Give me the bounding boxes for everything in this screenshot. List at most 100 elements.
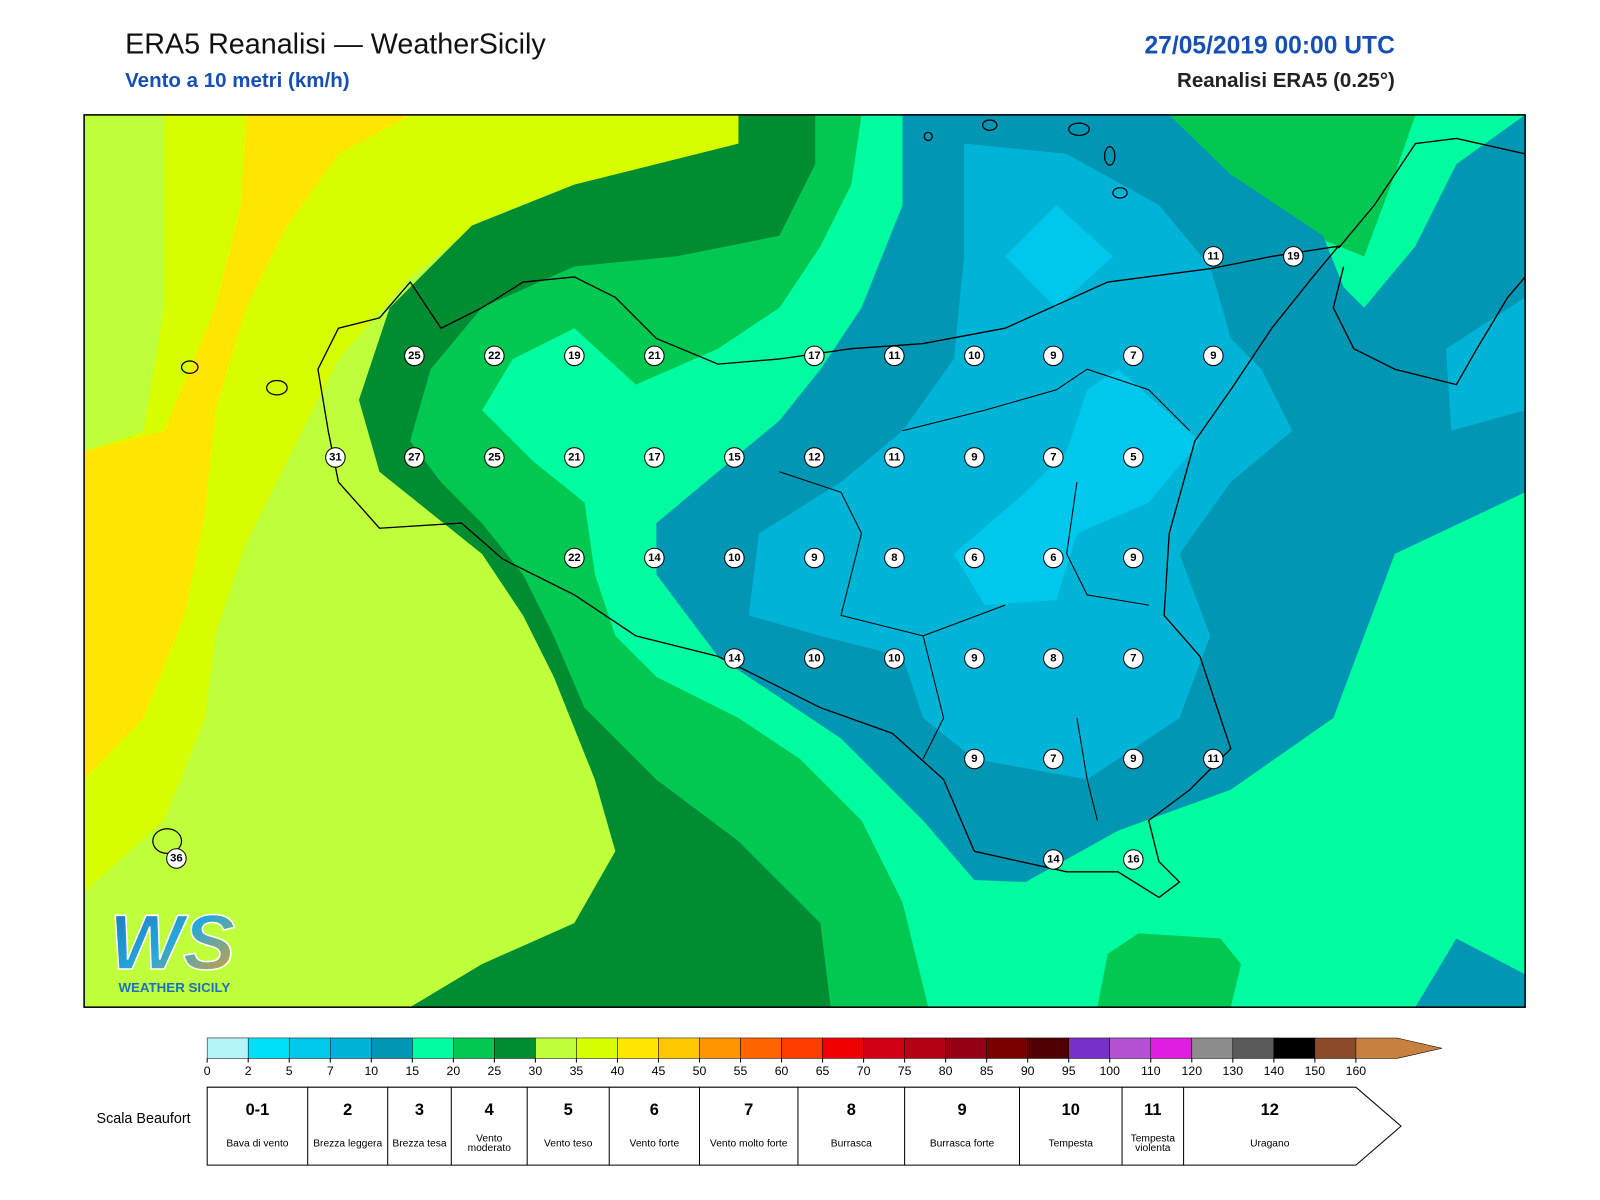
beaufort-label: Burrasca <box>830 1137 872 1150</box>
beaufort-label: Bava di vento <box>226 1137 289 1150</box>
station-value: 17 <box>648 451 661 463</box>
coast-calabria <box>1337 137 1526 249</box>
colorbar-label: 5 <box>286 1064 293 1078</box>
beaufort-label-box: Vento teso <box>544 1138 592 1148</box>
station-value: 9 <box>1130 552 1136 564</box>
colorbar-box <box>371 1037 413 1059</box>
station-value: 17 <box>808 350 821 362</box>
station-marker <box>884 648 905 669</box>
logo-name: WEATHER SICILY <box>118 980 230 995</box>
zone-10-15 <box>1415 938 1526 1008</box>
beaufort-label: Vento forte <box>629 1137 680 1150</box>
station-value: 21 <box>568 451 581 463</box>
station-marker <box>1043 345 1064 367</box>
station-value: 9 <box>1050 350 1056 362</box>
title: ERA5 Reanalisi — WeatherSicily <box>125 28 546 60</box>
beaufort-label-box: Vento moderato <box>468 1134 511 1153</box>
colorbar-box <box>1232 1037 1275 1059</box>
station-marker <box>804 447 825 468</box>
station-marker <box>1043 849 1064 870</box>
beaufort-label-box: Burrasca forte <box>930 1138 994 1148</box>
station-marker <box>964 748 985 770</box>
beaufort-title: Scala Beaufort <box>97 1111 191 1127</box>
station-marker <box>1123 447 1144 468</box>
source: Reanalisi ERA5 (0.25°) <box>1177 69 1395 92</box>
station-value: 6 <box>1050 552 1056 564</box>
station-value: 11 <box>888 350 900 362</box>
station-value: 8 <box>1050 652 1056 664</box>
colorbar-label: 40 <box>611 1064 625 1078</box>
province-borders <box>779 368 1191 821</box>
beaufort-label: Tempesta <box>1048 1137 1093 1150</box>
colorbar-box <box>904 1037 946 1059</box>
station-value: 11 <box>1207 250 1219 262</box>
station-marker <box>1123 748 1144 770</box>
colorbar-label: 50 <box>693 1064 707 1078</box>
station-marker <box>564 345 585 367</box>
station-value: 14 <box>648 552 661 564</box>
colorbar-box <box>945 1037 987 1059</box>
logo-mark: WS <box>110 898 236 986</box>
station-value: 7 <box>1130 652 1136 664</box>
colorbar-label: 2 <box>245 1064 252 1078</box>
zone-40-45 <box>84 114 411 780</box>
station-value: 10 <box>888 652 901 664</box>
station-marker <box>644 345 665 367</box>
island <box>266 379 288 396</box>
colorbar-label: 95 <box>1062 1064 1076 1078</box>
colorbar-label: 60 <box>775 1064 789 1078</box>
station-marker <box>325 447 346 468</box>
colorbar-box <box>453 1037 495 1059</box>
station-value: 9 <box>811 552 817 564</box>
station-marker <box>1123 648 1144 669</box>
station-marker <box>724 648 745 669</box>
station-value: 9 <box>971 753 977 765</box>
colorbar-label: 35 <box>570 1064 584 1078</box>
date: 27/05/2019 00:00 UTC <box>1144 32 1395 59</box>
station-marker <box>804 345 825 367</box>
station-marker <box>884 345 905 367</box>
station-value: 12 <box>808 451 821 463</box>
coast-sicily <box>317 245 1341 899</box>
station-value: 9 <box>971 652 977 664</box>
station-marker <box>724 547 745 569</box>
colorbar-box <box>1150 1037 1193 1059</box>
station-value: 16 <box>1127 853 1140 865</box>
colorbar-label: 30 <box>529 1064 543 1078</box>
station-marker <box>166 848 187 869</box>
colorbar-box <box>247 1037 290 1059</box>
colorbar-box <box>699 1037 741 1059</box>
station-marker <box>1043 648 1064 669</box>
station-marker <box>564 447 585 468</box>
station-value: 8 <box>891 552 897 564</box>
beaufort-label-box: Brezza tesa <box>392 1138 446 1148</box>
zone-5-7 <box>1005 205 1113 308</box>
colorbar-label: 80 <box>939 1064 953 1078</box>
station-value: 9 <box>971 451 977 463</box>
station-marker <box>964 345 985 367</box>
map-frame <box>83 114 1526 1008</box>
colorbar-label: 110 <box>1141 1064 1161 1078</box>
station-marker <box>1203 345 1224 367</box>
colorbar-label: 45 <box>652 1064 666 1078</box>
station-marker <box>804 648 825 669</box>
colorbar-label: 70 <box>857 1064 871 1078</box>
station-value: 10 <box>808 652 821 664</box>
beaufort-label-box: Brezza leggera <box>313 1138 382 1148</box>
colorbar-box <box>288 1037 331 1059</box>
station-marker <box>1043 447 1064 468</box>
station-value: 9 <box>1130 753 1136 765</box>
station-value: 15 <box>728 451 741 463</box>
colorbar-box <box>412 1037 454 1059</box>
station-marker <box>1203 246 1224 267</box>
beaufort-force: 2 <box>343 1101 352 1119</box>
station-marker <box>644 547 665 569</box>
map: 25 22 19 21 17 11 10 9 7 9 11 19 31 27 25 21 17 15 12 11 9 7 5… <box>84 114 1526 1008</box>
station-marker <box>644 447 665 468</box>
colorbar-box <box>1191 1037 1234 1059</box>
colorbar-label: 140 <box>1264 1064 1285 1078</box>
station-value: 10 <box>728 552 741 564</box>
colorbar-label: 7 <box>327 1064 334 1078</box>
colorbar-box <box>1273 1037 1316 1059</box>
